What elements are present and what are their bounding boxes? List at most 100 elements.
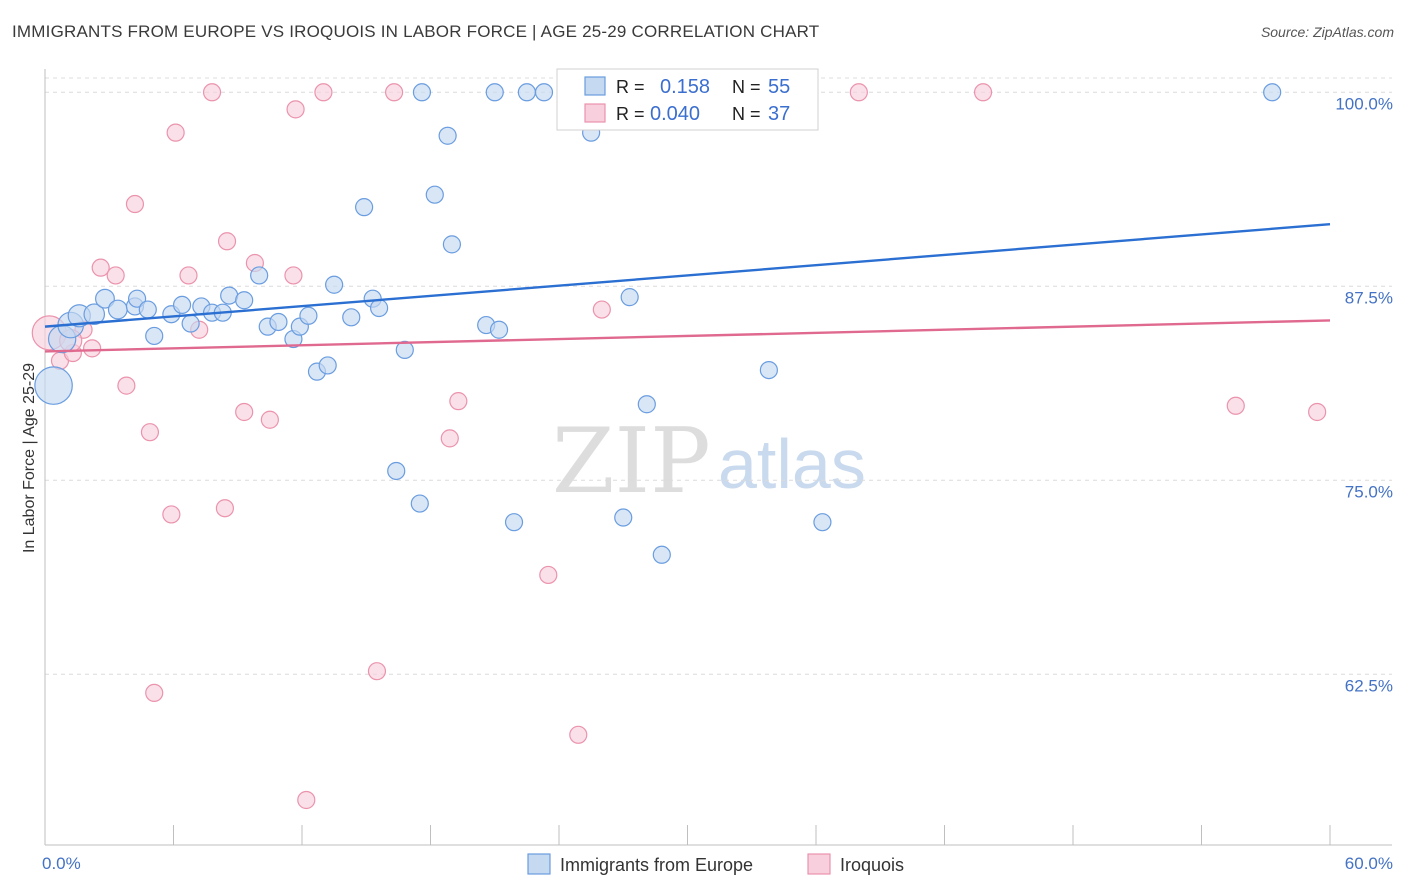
europe-point (620, 288, 639, 307)
x-tick-label: 0.0% (42, 854, 81, 873)
europe-point (637, 395, 656, 414)
europe-point (410, 494, 429, 513)
series-legend: Immigrants from Europe Iroquois (527, 853, 904, 875)
iroquois-point (314, 83, 333, 102)
europe-point (534, 83, 554, 102)
europe-point (813, 513, 832, 532)
europe-point (395, 340, 414, 360)
iroquois-point (140, 423, 160, 442)
europe-point (138, 300, 157, 319)
iroquois-point (202, 83, 222, 102)
iroquois-point (162, 505, 181, 524)
iroquois-point (297, 790, 316, 810)
stats-r-label-iroquois: R = (616, 104, 645, 124)
europe-point (517, 83, 536, 102)
stats-r-label-europe: R = (616, 77, 645, 97)
europe-point (269, 312, 288, 332)
europe-point (325, 275, 344, 294)
europe-point (759, 360, 778, 380)
axes (44, 69, 1392, 846)
trend-lines (44, 223, 1331, 353)
iroquois-point (166, 123, 185, 142)
y-tick-label: 62.5% (1345, 676, 1393, 695)
stats-r-value-europe: 0.158 (660, 76, 710, 98)
europe-point (34, 366, 73, 405)
europe-point (220, 286, 239, 305)
watermark: ZIP atlas (552, 409, 866, 514)
iroquois-point (849, 83, 868, 102)
europe-point (438, 126, 457, 145)
iroquois-point (1226, 396, 1245, 415)
europe-point (181, 314, 200, 333)
stats-n-value-iroquois: 37 (768, 103, 790, 125)
iroquois-point (215, 499, 234, 518)
europe-point (412, 83, 432, 102)
europe-point (425, 185, 444, 204)
iroquois-point (117, 376, 136, 395)
iroquois-point (539, 565, 558, 585)
iroquois-point (440, 429, 459, 448)
iroquois-point (569, 725, 588, 744)
y-tick-label: 100.0% (1335, 94, 1393, 113)
source-attribution: Source: ZipAtlas.com (1260, 24, 1394, 40)
iroquois-point (91, 258, 110, 277)
stats-swatch-iroquois (584, 103, 606, 123)
tick-labels: 62.5% 75.0% 87.5% 100.0% 0.0% 60.0% (42, 94, 1393, 873)
stats-n-label-europe: N = (732, 77, 761, 97)
stats-n-value-europe: 55 (768, 76, 790, 98)
iroquois-point (83, 339, 102, 358)
europe-point (370, 298, 389, 318)
europe-point (387, 461, 406, 481)
iroquois-point (286, 100, 305, 119)
y-tick-label: 87.5% (1345, 288, 1393, 307)
grid-lines (45, 77, 1392, 675)
iroquois-point (367, 662, 387, 681)
iroquois-point (449, 392, 468, 411)
europe-point (172, 295, 192, 315)
iroquois-point (145, 683, 164, 703)
legend-label-europe: Immigrants from Europe (560, 855, 753, 875)
europe-point (614, 508, 633, 527)
legend-swatch-iroquois (807, 853, 831, 875)
europe-point (95, 288, 115, 309)
y-tick-label: 75.0% (1345, 482, 1393, 501)
europe-point (235, 291, 254, 310)
iroquois-point (384, 83, 404, 102)
europe-point (250, 266, 269, 285)
europe-point (355, 198, 374, 217)
watermark-atlas: atlas (718, 425, 866, 503)
legend-swatch-europe (527, 853, 551, 875)
iroquois-point (284, 266, 303, 285)
iroquois-point (260, 410, 279, 429)
stats-r-value-iroquois: 0.040 (650, 103, 700, 125)
stats-legend: R = 0.158 N = 55 R = 0.040 N = 37 (556, 68, 819, 131)
europe-point (485, 83, 504, 102)
watermark-zip: ZIP (552, 409, 711, 514)
europe-point (442, 235, 462, 254)
x-tick-label: 60.0% (1345, 854, 1393, 873)
europe-point (504, 513, 524, 532)
iroquois-point (125, 194, 145, 214)
iroquois-point (592, 300, 611, 319)
iroquois-point (217, 232, 237, 251)
chart-title: IMMIGRANTS FROM EUROPE VS IROQUOIS IN LA… (12, 22, 820, 41)
iroquois-point (179, 266, 198, 285)
europe-point (342, 308, 361, 327)
europe-point (1263, 83, 1282, 102)
stats-n-label-iroquois: N = (732, 104, 761, 124)
europe-point (318, 356, 337, 375)
europe-point (83, 303, 106, 326)
europe-point (652, 545, 671, 564)
stats-swatch-europe (584, 76, 606, 96)
europe-point (127, 289, 147, 308)
europe-point (489, 320, 509, 339)
iroquois-point (973, 83, 993, 102)
iroquois-point (1308, 402, 1327, 422)
europe-point (107, 299, 128, 320)
europe-trend-line (44, 223, 1331, 328)
europe-point (299, 306, 318, 325)
iroquois-point (106, 266, 125, 285)
iroquois-point (235, 402, 254, 422)
iroquois-trend-line (44, 319, 1331, 353)
